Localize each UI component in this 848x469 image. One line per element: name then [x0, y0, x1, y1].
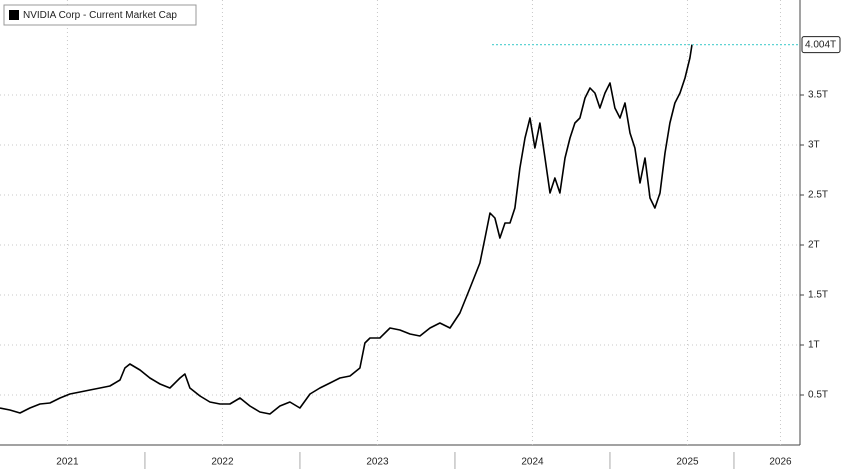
y-tick-label: 1T	[808, 340, 820, 351]
y-tick-label: 2T	[808, 240, 820, 251]
x-tick-label: 2024	[521, 457, 544, 468]
legend: NVIDIA Corp - Current Market Cap	[3, 4, 197, 26]
legend-swatch	[9, 10, 19, 20]
last-value-box	[801, 36, 841, 54]
legend-label: NVIDIA Corp - Current Market Cap	[23, 10, 177, 21]
y-tick-label: 1.5T	[808, 290, 828, 301]
legend-box	[3, 4, 197, 26]
x-tick-label: 2021	[56, 457, 79, 468]
x-tick-label: 2023	[366, 457, 389, 468]
y-tick-label: 0.5T	[808, 390, 828, 401]
line-series	[0, 44, 693, 415]
y-tick-label: 3.5T	[808, 90, 828, 101]
x-tick-label: 2022	[211, 457, 234, 468]
y-tick-label: 2.5T	[808, 190, 828, 201]
x-tick-label: 2025	[676, 457, 699, 468]
last-value-label: 4.004T	[805, 40, 836, 51]
y-tick-label: 3T	[808, 140, 820, 151]
x-tick-label: 2026	[769, 457, 792, 468]
